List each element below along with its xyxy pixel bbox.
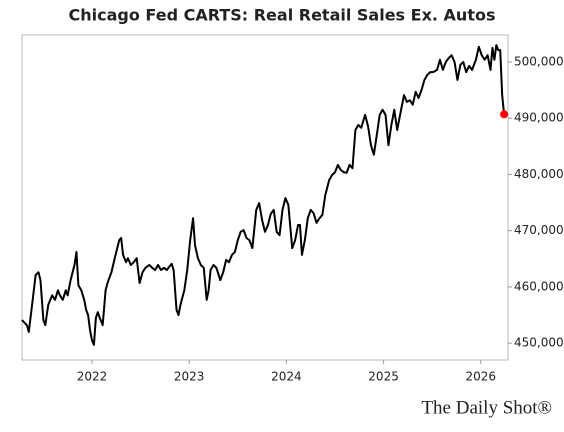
watermark: The Daily Shot® bbox=[421, 397, 552, 418]
chart-title: Chicago Fed CARTS: Real Retail Sales Ex.… bbox=[69, 6, 496, 25]
x-tick-label: 2022 bbox=[77, 370, 108, 384]
y-tick-label: 500,000 bbox=[514, 54, 564, 68]
plot-frame bbox=[21, 34, 509, 361]
x-tick-label: 2023 bbox=[174, 370, 205, 384]
y-tick-label: 470,000 bbox=[514, 223, 564, 237]
y-tick-label: 450,000 bbox=[514, 336, 564, 350]
y-tick-label: 490,000 bbox=[514, 111, 564, 125]
line-series bbox=[21, 44, 506, 346]
x-tick-label: 2024 bbox=[271, 370, 302, 384]
y-tick-label: 480,000 bbox=[514, 167, 564, 181]
last-point bbox=[500, 110, 509, 119]
x-tick-label: 2026 bbox=[466, 370, 497, 384]
y-tick-label: 460,000 bbox=[514, 279, 564, 293]
x-tick-label: 2025 bbox=[368, 370, 399, 384]
